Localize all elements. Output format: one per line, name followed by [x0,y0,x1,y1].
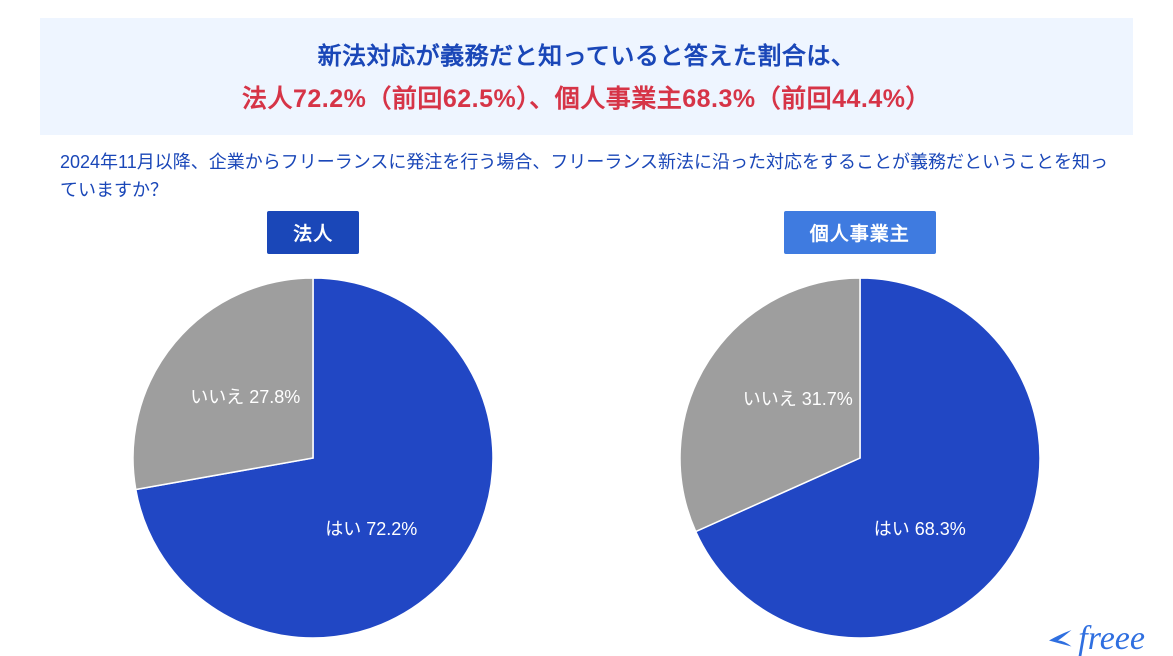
freee-logo: freee [1046,620,1145,656]
logo-text: freee [1078,620,1145,656]
chart-corporate: 法人 はい 72.2%いいえ 27.8% [73,211,553,648]
header-line1: 新法対応が義務だと知っていると答えた割合は、 [60,36,1113,71]
badge-corporate: 法人 [267,211,359,254]
badge-sole: 個人事業主 [784,211,936,254]
pie-sole: はい 68.3%いいえ 31.7% [670,268,1050,648]
charts-row: 法人 はい 72.2%いいえ 27.8% 個人事業主 はい 68.3%いいえ 3… [0,211,1173,648]
header-box: 新法対応が義務だと知っていると答えた割合は、 法人72.2%（前回62.5%）、… [40,18,1133,135]
chart-sole: 個人事業主 はい 68.3%いいえ 31.7% [620,211,1100,648]
bird-icon [1046,624,1076,654]
pie-slice [133,278,313,490]
pie-corporate: はい 72.2%いいえ 27.8% [123,268,503,648]
header-line2: 法人72.2%（前回62.5%）、個人事業主68.3%（前回44.4%） [60,79,1113,115]
survey-question: 2024年11月以降、企業からフリーランスに発注を行う場合、フリーランス新法に沿… [60,149,1113,205]
